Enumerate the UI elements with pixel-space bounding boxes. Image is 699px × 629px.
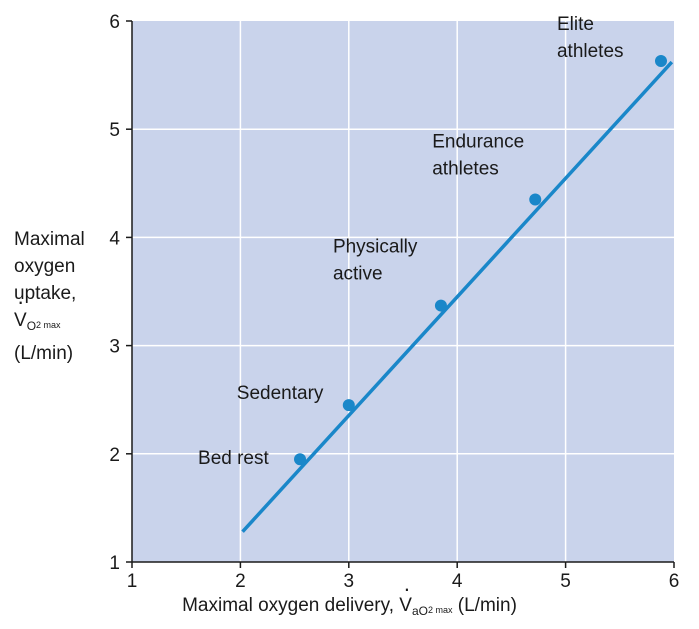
y-axis-symbol-v: V xyxy=(14,288,27,334)
y-axis-label-unit: (L/min) xyxy=(14,343,74,364)
x-tick-label-5: 5 xyxy=(560,571,571,592)
data-point-1 xyxy=(342,399,355,412)
point-label-3-line-0: Endurance xyxy=(432,132,524,153)
data-point-4 xyxy=(654,55,667,68)
axes xyxy=(131,21,674,563)
x-tick-label-2: 2 xyxy=(235,571,246,592)
y-axis-label-symbol: VO2 max xyxy=(14,288,110,340)
grid xyxy=(132,21,674,562)
y-tick-labels: 1 2 3 4 5 6 xyxy=(109,12,132,574)
point-label-1-line-0: Sedentary xyxy=(237,383,324,404)
x-axis-symbol-sub-a: a xyxy=(411,604,419,618)
y-axis-label-line-1: Maximal xyxy=(14,229,85,250)
y-tick-label-5: 5 xyxy=(109,120,120,141)
x-tick-label-4: 4 xyxy=(452,571,463,592)
data-point-3 xyxy=(529,193,542,206)
plot-area xyxy=(132,21,674,562)
x-axis-label-prefix: Maximal oxygen delivery, xyxy=(182,595,400,616)
y-tick-label-3: 3 xyxy=(109,337,120,358)
y-tick-label-1: 1 xyxy=(109,553,120,574)
x-tick-label-3: 3 xyxy=(344,571,355,592)
x-tick-labels: 1 2 3 4 5 6 xyxy=(127,562,680,592)
y-tick-label-6: 6 xyxy=(109,12,120,33)
point-label-2-line-0: Physically xyxy=(333,237,418,258)
y-axis-label: Maximal oxygen uptake, VO2 max (L/min) xyxy=(14,226,110,367)
y-tick-label-2: 2 xyxy=(109,445,120,466)
y-axis-symbol-sub-2max: 2 max xyxy=(36,320,61,330)
y-tick-label-4: 4 xyxy=(109,228,120,249)
x-tick-label-1: 1 xyxy=(127,571,138,592)
fit-line-group xyxy=(241,60,674,533)
x-axis-label-suffix: (L/min) xyxy=(452,595,517,616)
data-point-0 xyxy=(294,453,307,466)
y-axis-label-line-3: uptake, xyxy=(14,283,77,304)
point-label-2-line-1: active xyxy=(333,264,383,285)
fit-line xyxy=(241,60,674,533)
x-axis-label: Maximal oxygen delivery, VaO2 max (L/min… xyxy=(0,576,699,618)
point-labels: Bed rest Sedentary Physically active Enduran… xyxy=(198,14,624,469)
data-points xyxy=(294,55,667,466)
y-axis-label-line-2: oxygen xyxy=(14,256,76,277)
x-tick-label-6: 6 xyxy=(669,571,680,592)
y-axis-symbol-sub-o: O xyxy=(26,319,37,333)
x-axis-symbol-v: V xyxy=(399,576,412,617)
point-label-4-line-0: Elite xyxy=(557,14,594,35)
x-axis-symbol-sub-o: O xyxy=(418,604,428,618)
x-axis-symbol-sub-2max: 2 max xyxy=(427,605,453,615)
point-label-4-line-1: athletes xyxy=(557,41,624,62)
data-point-2 xyxy=(434,299,447,312)
point-label-0-line-0: Bed rest xyxy=(198,448,269,469)
point-label-3-line-1: athletes xyxy=(432,159,499,180)
